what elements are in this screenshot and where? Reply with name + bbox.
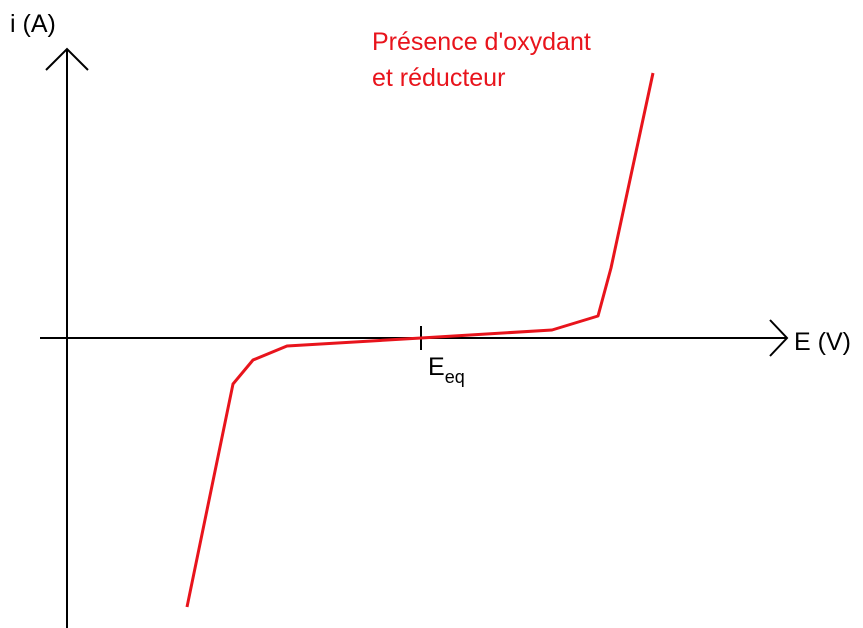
curve — [185, 72, 655, 608]
y-axis-arrow — [45, 47, 89, 71]
curve-label: et réducteur — [372, 64, 505, 92]
eq-label: Eeq — [428, 353, 465, 387]
eq-label-subscript: eq — [445, 367, 465, 387]
x-axis-arrow — [769, 319, 789, 357]
x-axis-label: E (V) — [794, 328, 851, 356]
eq-label-main: E — [428, 353, 445, 381]
y-axis-label: i (A) — [10, 10, 56, 38]
curve-label: Présence d'oxydant — [372, 28, 591, 56]
